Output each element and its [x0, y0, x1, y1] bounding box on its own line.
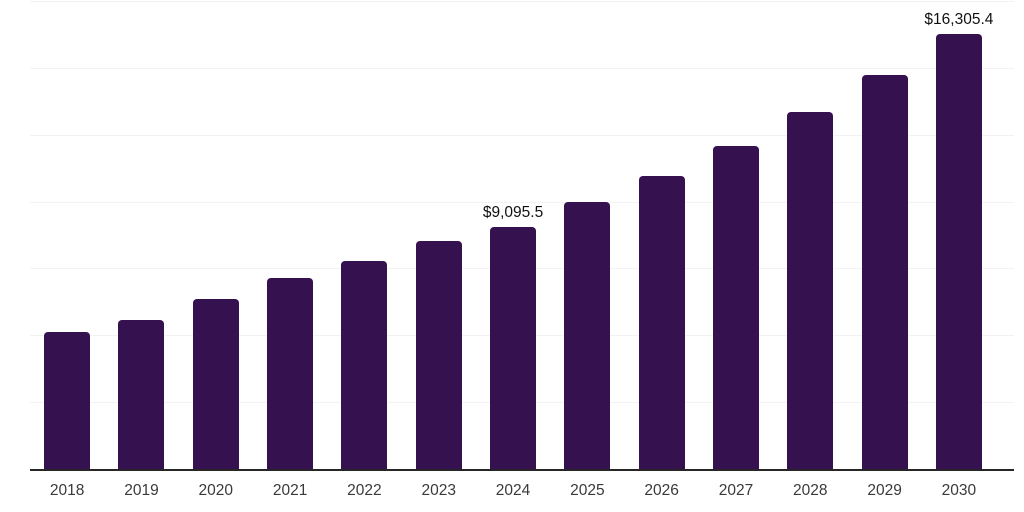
bar-slot-2028	[773, 0, 847, 512]
bar-2020	[192, 298, 239, 470]
bar-2022	[341, 261, 388, 470]
bar-slot-2024: $9,095.5	[476, 0, 550, 512]
x-tick-2029: 2029	[867, 482, 902, 499]
bar-slot-2022	[327, 0, 401, 512]
bar-slot-2018	[30, 0, 104, 512]
x-tick-2028: 2028	[793, 482, 828, 499]
x-tick-2019: 2019	[124, 482, 159, 499]
bar-slot-2019	[104, 0, 178, 512]
bar-slot-2023	[402, 0, 476, 512]
x-tick-2018: 2018	[49, 482, 85, 499]
x-tick-2022: 2022	[347, 482, 382, 499]
x-axis-line	[30, 469, 1014, 471]
bar-2021	[267, 278, 314, 470]
bar-2026	[638, 175, 685, 470]
bars-area: $9,095.5 $16,305.4	[30, 0, 996, 512]
x-tick-2023: 2023	[421, 482, 456, 499]
bar-2018	[44, 332, 91, 470]
x-tick-2027: 2027	[718, 482, 754, 499]
bar-slot-2030: $16,305.4	[922, 0, 996, 512]
bar-slot-2020	[179, 0, 253, 512]
bar-2024	[490, 226, 537, 470]
x-tick-2021: 2021	[272, 482, 308, 499]
bar-2027	[712, 146, 759, 470]
x-tick-2026: 2026	[644, 482, 679, 499]
x-tick-2024: 2024	[495, 482, 531, 499]
bar-slot-2025	[550, 0, 624, 512]
bar-2023	[415, 240, 462, 470]
bar-slot-2027	[699, 0, 773, 512]
bar-slot-2029	[847, 0, 921, 512]
bar-slot-2021	[253, 0, 327, 512]
x-tick-2030: 2030	[941, 482, 977, 499]
value-label-2024: $9,095.5	[482, 203, 544, 221]
bar-2030	[935, 33, 982, 470]
bar-2025	[564, 202, 611, 470]
x-tick-2025: 2025	[570, 482, 605, 499]
x-tick-2020: 2020	[198, 482, 234, 499]
bar-2019	[118, 319, 165, 470]
value-label-2030: $16,305.4	[924, 10, 994, 28]
bar-2029	[861, 75, 908, 470]
bar-2028	[787, 112, 834, 470]
x-axis-labels: 2018 2019 2020 2021 2022 2023 2024 2025 2026 2027…	[30, 481, 996, 501]
bar-slot-2026	[625, 0, 699, 512]
